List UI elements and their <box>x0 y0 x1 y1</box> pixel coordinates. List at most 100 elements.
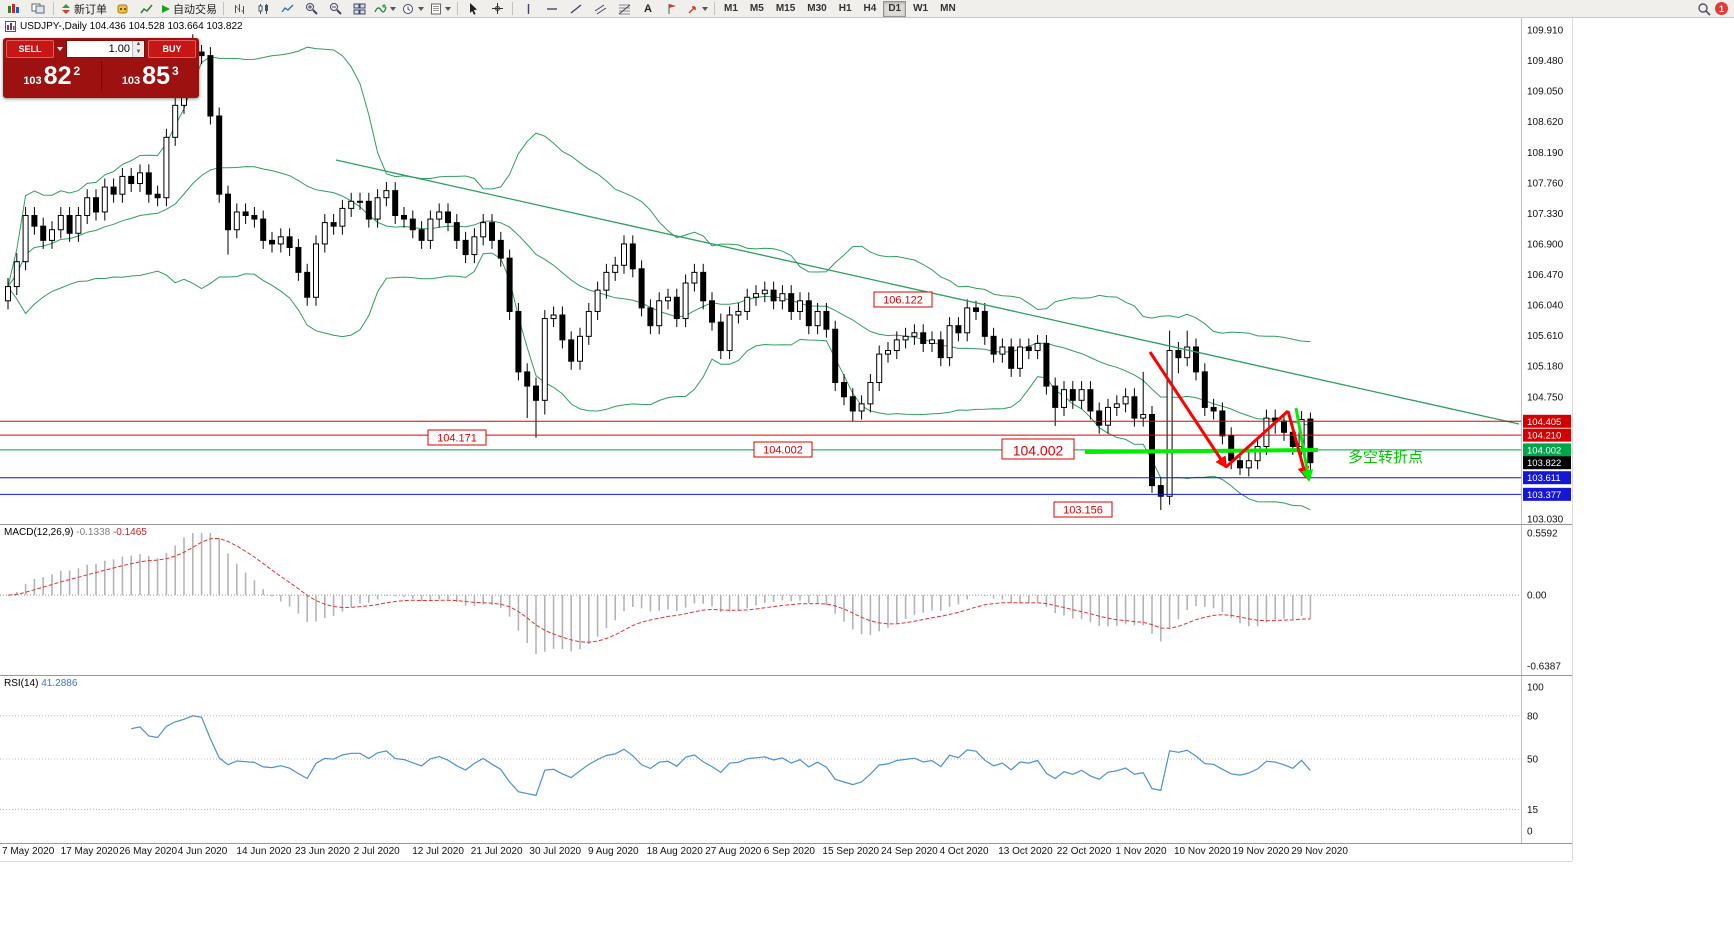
timeframe-H1[interactable]: H1 <box>838 2 852 14</box>
main-price-chart[interactable]: 106.122 104.171 104.002 104.002 103.156 多空转折点… <box>0 18 1734 524</box>
price-axis-label: 107.760 <box>1527 178 1564 189</box>
rsi-panel[interactable]: 100 80 50 15 0 <box>0 675 1734 843</box>
macd-panel[interactable]: 0.5592 0.00 -0.6387 <box>0 524 1734 675</box>
trendline-button[interactable] <box>564 1 588 17</box>
candle-body <box>1061 389 1067 408</box>
fibonacci-button[interactable] <box>612 1 636 17</box>
price-annotation[interactable]: 104.002 <box>1001 438 1075 460</box>
price-annotation[interactable]: 104.171 <box>427 429 487 446</box>
panel-separator[interactable] <box>0 524 1572 525</box>
lot-stepper[interactable]: ▲ ▼ <box>132 41 144 57</box>
price-axis-label: 106.470 <box>1527 270 1564 281</box>
red-trend-arrow[interactable] <box>1286 410 1310 479</box>
svg-text:104.002: 104.002 <box>1013 443 1064 459</box>
candle-body <box>717 321 724 352</box>
timeframe-M1[interactable]: M1 <box>724 2 738 14</box>
notification-badge[interactable]: 1 <box>1715 2 1728 15</box>
timeframe-M30[interactable]: M30 <box>807 2 827 14</box>
candle-body <box>1008 346 1015 369</box>
crosshair-button[interactable] <box>485 1 509 17</box>
stepper-up-icon[interactable]: ▲ <box>133 41 144 49</box>
candlestick-chart-button[interactable] <box>251 1 275 17</box>
cursor-button[interactable] <box>461 1 485 17</box>
indicators-button[interactable] <box>371 1 399 17</box>
candle-body <box>1210 406 1217 412</box>
price-annotation[interactable]: 103.156 <box>1053 501 1113 518</box>
candle-body <box>471 236 478 256</box>
candle-body <box>726 314 733 352</box>
sell-button[interactable]: SELL <box>6 40 54 58</box>
line-chart-button[interactable] <box>275 1 299 17</box>
label-button[interactable] <box>660 1 684 17</box>
candle-body <box>955 325 962 334</box>
bar-chart-button[interactable] <box>227 1 251 17</box>
vertical-line-button[interactable] <box>516 1 540 17</box>
pivot-label-cn[interactable]: 多空转折点 <box>1348 449 1423 466</box>
chart-profiles-button[interactable] <box>26 1 50 17</box>
date-axis[interactable]: 7 May 2020 17 May 2020 26 May 2020 4 Jun 20… <box>0 844 1572 861</box>
timeframe-W1[interactable]: W1 <box>913 2 929 14</box>
candle-body <box>462 239 469 256</box>
candle-body <box>5 286 11 302</box>
tile-windows-button[interactable] <box>347 1 371 17</box>
candle-body <box>401 215 407 220</box>
timeframe-MN[interactable]: MN <box>940 2 956 14</box>
buy-button[interactable]: BUY <box>148 40 196 58</box>
candle-body <box>1122 396 1129 405</box>
pivot-thick-line[interactable] <box>1084 448 1319 454</box>
timeframe-M15[interactable]: M15 <box>775 2 796 14</box>
text-button[interactable]: A <box>644 2 652 15</box>
price-annotation[interactable]: 106.122 <box>873 291 933 308</box>
sell-price[interactable]: 103 82 2 <box>3 61 101 91</box>
arrows-button[interactable] <box>684 1 711 17</box>
macd-value-signal: -0.1465 <box>112 527 147 538</box>
timeframe-M5[interactable]: M5 <box>749 2 764 14</box>
timeframe-H4[interactable]: H4 <box>863 2 877 14</box>
stepper-down-icon[interactable]: ▼ <box>133 49 144 57</box>
new-chart-button[interactable] <box>2 1 26 17</box>
candle-body <box>893 339 900 352</box>
expert-advisors-button[interactable] <box>110 1 134 17</box>
candle-body <box>858 403 865 412</box>
sell-price-big: 82 <box>43 62 72 90</box>
panel-caret-icon[interactable] <box>57 47 63 51</box>
dropdown-caret <box>418 6 424 11</box>
candle-body <box>321 222 328 245</box>
channel-button[interactable] <box>588 1 612 17</box>
market-watch-button[interactable] <box>134 1 158 17</box>
candle-body <box>797 300 803 312</box>
toolbar: 新订单 自动交易 A M1 M5 M15 M30 H1 H4 D1 W1 MN <box>0 0 1734 18</box>
candle-body <box>709 300 715 323</box>
periods-button[interactable] <box>399 1 427 17</box>
horizontal-line-icon <box>547 7 557 10</box>
lot-size-input[interactable] <box>67 42 132 56</box>
zoom-out-button[interactable] <box>323 1 347 17</box>
new-order-button[interactable]: 新订单 <box>57 1 110 17</box>
candle-body <box>656 300 663 327</box>
date-label: 9 Aug 2020 <box>588 846 639 857</box>
new-order-icon <box>62 3 70 14</box>
date-label: 15 Sep 2020 <box>822 846 880 857</box>
zoom-in-button[interactable] <box>299 1 323 17</box>
horizontal-line-button[interactable] <box>540 1 564 17</box>
templates-button[interactable] <box>427 1 454 17</box>
svg-text:103.156: 103.156 <box>1063 505 1103 517</box>
candle-body <box>612 264 619 273</box>
candle-body <box>49 229 55 241</box>
candle-body <box>489 222 495 241</box>
buy-price[interactable]: 103 85 3 <box>102 61 200 91</box>
price-annotation[interactable]: 104.002 <box>753 441 813 458</box>
timeframe-D1[interactable]: D1 <box>883 0 907 17</box>
price-axis-label: 105.610 <box>1527 331 1564 342</box>
panel-separator[interactable] <box>0 675 1572 676</box>
candle-body <box>550 314 557 320</box>
date-label: 17 May 2020 <box>60 846 119 857</box>
red-trend-arrow[interactable] <box>1224 409 1290 469</box>
candle-body <box>409 218 416 231</box>
auto-trading-button[interactable]: 自动交易 <box>158 1 220 17</box>
search-icon[interactable] <box>1697 2 1711 16</box>
red-trend-arrow[interactable] <box>1148 351 1228 469</box>
rsi-axis-label: 50 <box>1527 755 1539 766</box>
green-down-arrow[interactable] <box>1294 407 1314 482</box>
candle-body <box>242 211 249 217</box>
